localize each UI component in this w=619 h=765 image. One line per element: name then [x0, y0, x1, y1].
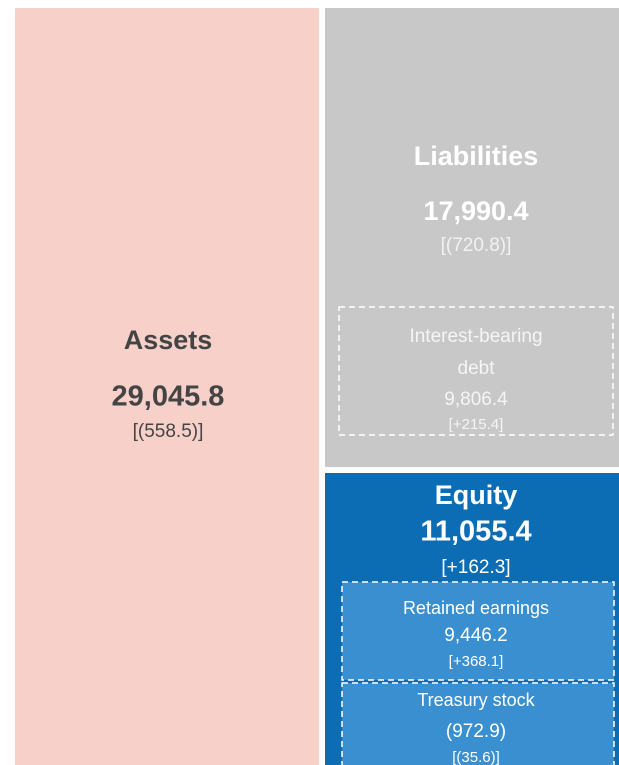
treasury-change: [(35.6)]: [452, 749, 500, 765]
equity-title: Equity: [435, 480, 518, 510]
equity-change: [+162.3]: [441, 557, 510, 578]
assets-title: Assets: [124, 325, 213, 355]
liabilities-box: [325, 8, 619, 467]
retained-change: [+368.1]: [449, 653, 504, 670]
debt-label: Interest-bearing: [409, 326, 542, 347]
debt-change: [+215.4]: [449, 416, 504, 433]
debt-box: [338, 306, 614, 436]
retained-amount: 9,446.2: [444, 625, 507, 646]
assets-amount: 29,045.8: [112, 381, 225, 413]
retained-box: [341, 581, 615, 681]
treasury-amount: (972.9): [446, 721, 506, 742]
retained-label: Retained earnings: [403, 598, 549, 618]
treasury-label: Treasury stock: [417, 690, 535, 710]
assets-change: [(558.5)]: [133, 421, 204, 442]
liabilities-amount: 17,990.4: [423, 196, 528, 226]
debt-amount: 9,806.4: [444, 389, 508, 410]
debt-label: debt: [458, 358, 496, 379]
treasury-box: [341, 682, 615, 765]
liabilities-title: Liabilities: [414, 141, 539, 171]
assets-box: [15, 8, 319, 765]
liabilities-change: [(720.8)]: [441, 235, 512, 256]
equity-amount: 11,055.4: [420, 516, 531, 548]
